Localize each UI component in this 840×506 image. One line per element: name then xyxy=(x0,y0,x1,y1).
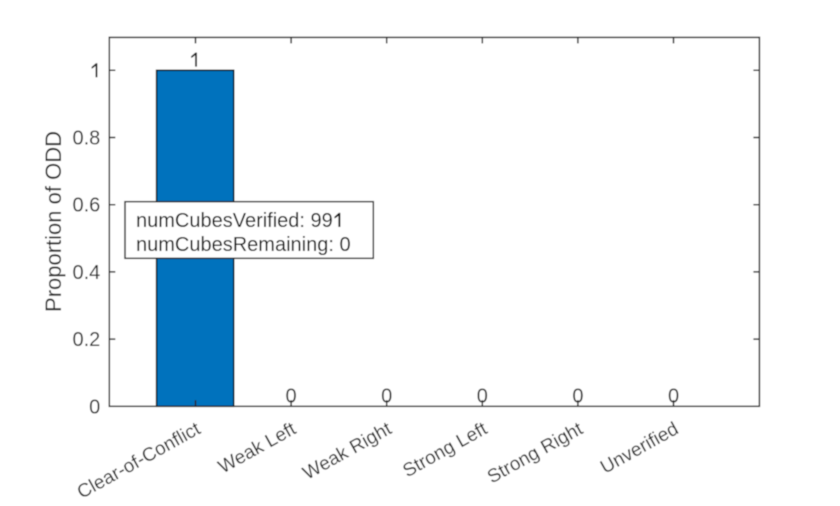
svg-text:Proportion of ODD: Proportion of ODD xyxy=(41,131,66,312)
svg-text:0: 0 xyxy=(381,385,392,407)
svg-text:0.2: 0.2 xyxy=(72,329,100,351)
svg-text:numCubesRemaining: 0: numCubesRemaining: 0 xyxy=(136,234,351,256)
svg-text:0.8: 0.8 xyxy=(72,128,100,150)
svg-text:0: 0 xyxy=(286,385,297,407)
svg-text:numCubesVerified: 99: numCubesVerified: 99 xyxy=(136,210,333,232)
svg-text:0: 0 xyxy=(89,396,100,418)
svg-text:0.6: 0.6 xyxy=(72,195,100,217)
svg-text:0: 0 xyxy=(572,385,583,407)
svg-text:0: 0 xyxy=(477,385,488,407)
svg-text:0: 0 xyxy=(668,385,679,407)
svg-text:0.4: 0.4 xyxy=(72,262,100,284)
